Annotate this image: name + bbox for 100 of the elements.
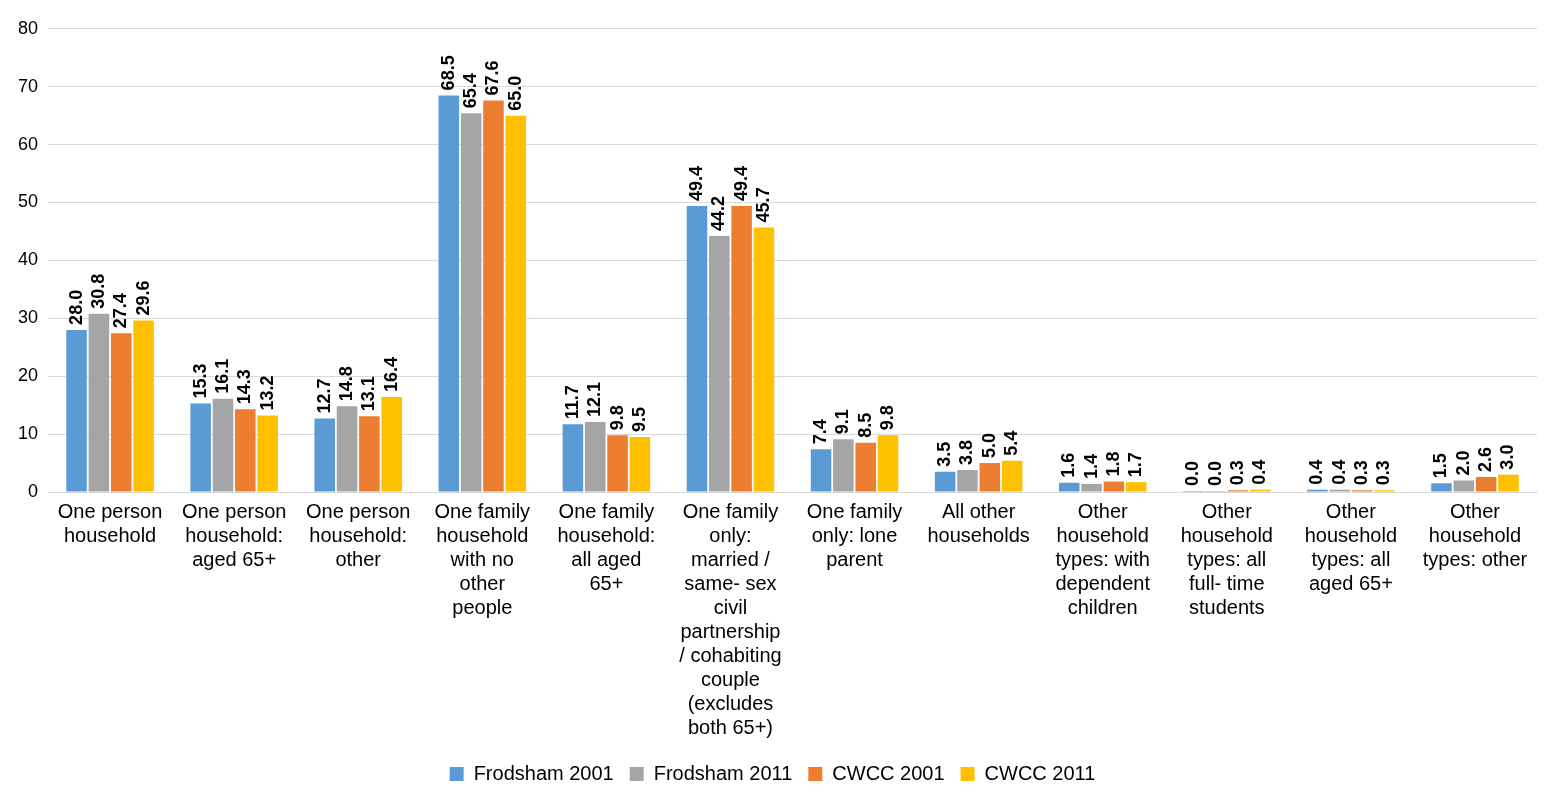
data-label: 9.8 bbox=[606, 405, 627, 431]
legend-label: Frodsham 2011 bbox=[653, 761, 793, 784]
data-label: 49.4 bbox=[685, 165, 706, 201]
data-label: 65.4 bbox=[460, 73, 481, 109]
data-label: 0.3 bbox=[1351, 460, 1372, 486]
y-tick-label: 50 bbox=[17, 191, 39, 212]
data-label: 5.4 bbox=[1001, 430, 1022, 456]
data-label: 27.4 bbox=[110, 293, 131, 329]
bar bbox=[212, 398, 234, 492]
bar bbox=[133, 320, 154, 492]
data-label: 28.0 bbox=[65, 289, 86, 325]
bar bbox=[257, 415, 278, 492]
data-label: 1.6 bbox=[1058, 452, 1079, 478]
y-tick-label: 10 bbox=[17, 423, 39, 444]
data-label: 49.4 bbox=[730, 165, 751, 201]
bar bbox=[810, 449, 832, 492]
data-label: 12.7 bbox=[313, 378, 334, 414]
bar bbox=[110, 333, 132, 492]
y-tick-label: 0 bbox=[28, 480, 39, 501]
x-tick-label: Other household types: other bbox=[1422, 499, 1528, 570]
bar bbox=[1431, 483, 1452, 492]
data-label: 9.1 bbox=[832, 409, 853, 435]
bar bbox=[833, 439, 854, 492]
bar bbox=[190, 403, 211, 492]
data-label: 0.3 bbox=[1373, 460, 1394, 486]
data-label: 3.5 bbox=[934, 441, 955, 467]
bar bbox=[709, 236, 730, 492]
bar bbox=[562, 424, 584, 492]
y-tick-label: 20 bbox=[17, 365, 39, 386]
bar bbox=[235, 409, 256, 492]
x-tick-label: Other household types: all full- time students bbox=[1180, 499, 1273, 618]
bar bbox=[359, 416, 380, 492]
bar bbox=[731, 205, 752, 492]
data-label: 65.0 bbox=[504, 75, 525, 111]
x-tick-label: Other household types: with dependent children bbox=[1055, 499, 1151, 618]
bar bbox=[336, 406, 358, 492]
data-label: 14.3 bbox=[234, 369, 255, 405]
data-label: 1.5 bbox=[1430, 453, 1451, 479]
bar bbox=[505, 115, 527, 492]
bar bbox=[855, 442, 876, 492]
bar bbox=[460, 113, 482, 492]
x-tick-label: One person household bbox=[57, 499, 163, 546]
data-label: 0.4 bbox=[1306, 459, 1327, 485]
data-label: 45.7 bbox=[752, 187, 773, 223]
data-label: 2.6 bbox=[1475, 446, 1496, 472]
x-tick-label: One person household: aged 65+ bbox=[181, 499, 287, 570]
x-tick-label: Other household types: all aged 65+ bbox=[1304, 499, 1398, 594]
x-tick-label: One family household: all aged 65+ bbox=[557, 499, 656, 594]
bar bbox=[1001, 460, 1023, 492]
legend-label: CWCC 2011 bbox=[984, 761, 1096, 784]
data-label: 0.0 bbox=[1182, 460, 1203, 486]
bar bbox=[1058, 482, 1080, 492]
data-label: 14.8 bbox=[336, 366, 357, 402]
data-label: 16.4 bbox=[380, 357, 401, 393]
data-label: 1.4 bbox=[1080, 453, 1101, 479]
bar bbox=[1453, 480, 1475, 492]
bar bbox=[1125, 482, 1147, 492]
data-label: 0.4 bbox=[1328, 459, 1349, 485]
bar bbox=[88, 313, 110, 492]
bar bbox=[1081, 483, 1102, 492]
bar bbox=[877, 435, 899, 492]
y-tick-label: 70 bbox=[17, 75, 39, 96]
data-label: 8.5 bbox=[854, 412, 875, 438]
data-label: 30.8 bbox=[87, 273, 108, 309]
bar bbox=[438, 95, 460, 492]
legend-label: Frodsham 2001 bbox=[473, 761, 614, 784]
legend-label: CWCC 2001 bbox=[832, 761, 945, 784]
data-label: 44.2 bbox=[708, 196, 729, 232]
y-tick-label: 40 bbox=[17, 249, 39, 270]
category-label: One family only: married / same- sex civil partnership / cohabiting couple (excludes both 65+) bbox=[679, 499, 782, 738]
bar bbox=[979, 463, 1001, 492]
data-label: 13.1 bbox=[358, 376, 379, 412]
data-label: 12.1 bbox=[584, 381, 605, 417]
bar bbox=[934, 471, 956, 492]
data-label: 67.6 bbox=[482, 60, 503, 96]
bar bbox=[1475, 476, 1497, 492]
data-label: 3.8 bbox=[956, 439, 977, 465]
data-label: 3.0 bbox=[1497, 444, 1518, 470]
data-label: 9.5 bbox=[628, 406, 649, 432]
bar bbox=[1103, 481, 1125, 492]
data-label: 13.2 bbox=[256, 375, 277, 411]
x-tick-label: One family household with no other people bbox=[434, 499, 531, 618]
data-label: 16.1 bbox=[211, 358, 232, 394]
bar bbox=[957, 470, 978, 492]
bar bbox=[629, 437, 651, 492]
x-tick-label: One family only: lone parent bbox=[806, 499, 903, 570]
data-label: 11.7 bbox=[561, 385, 582, 420]
data-label: 1.7 bbox=[1125, 452, 1146, 478]
data-label: 0.3 bbox=[1226, 460, 1247, 486]
y-tick-label: 60 bbox=[17, 133, 39, 154]
data-label: 2.0 bbox=[1452, 450, 1473, 476]
data-label: 7.4 bbox=[810, 419, 831, 445]
data-label: 0.0 bbox=[1204, 460, 1225, 486]
y-tick-label: 80 bbox=[17, 17, 39, 38]
data-label: 0.4 bbox=[1249, 459, 1270, 485]
bar bbox=[381, 397, 402, 492]
data-label: 1.8 bbox=[1102, 451, 1123, 477]
bar bbox=[1498, 474, 1519, 492]
data-label: 15.3 bbox=[189, 363, 210, 399]
bar bbox=[584, 421, 606, 492]
